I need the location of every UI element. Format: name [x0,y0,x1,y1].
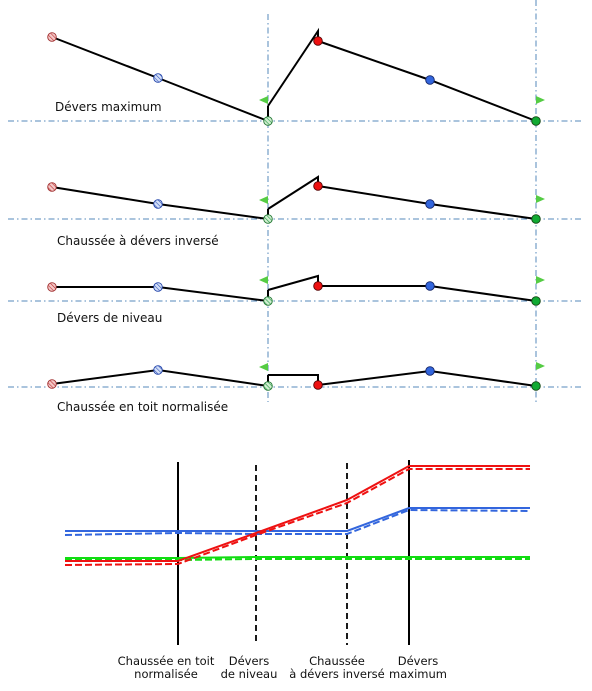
point-green-hatched [263,381,273,391]
flag-left [259,196,268,204]
series-blue-dashed [64,508,531,536]
series-red-dashed [64,468,530,566]
series-blue-solid [65,507,530,532]
flag-right [536,96,545,104]
flag-right [536,195,545,203]
point-blue [425,281,435,291]
point-green [531,381,541,391]
point-green [531,214,541,224]
profile-chaussee-toit-normalisee: Chaussée en toit normalisée [47,362,545,414]
breakpoint-label-line1: Chaussée [309,654,365,668]
breakpoint-label-line1: Chaussée en toit [118,654,215,668]
point-red-hatched [47,182,57,192]
point-red-hatched [47,32,57,42]
point-red [313,380,323,390]
point-green-hatched [263,296,273,306]
point-red [313,36,323,46]
point-blue-hatched [153,282,163,292]
breakpoint-label-line2: de niveau [221,667,278,681]
breakpoint-label-line2: normalisée [134,667,198,681]
point-blue [425,75,435,85]
profile-devers-niveau: Dévers de niveau [47,274,545,325]
flag-left [259,363,268,371]
point-blue [425,366,435,376]
series-green-dashed [65,558,530,561]
point-green [531,116,541,126]
point-green [531,296,541,306]
breakpoint-label-line1: Dévers [398,654,439,668]
point-red-hatched [47,282,57,292]
profile-label: Dévers de niveau [57,311,162,325]
profile-devers-maximum: Dévers maximum [47,27,545,126]
profile-line [267,27,537,122]
point-blue [425,199,435,209]
flag-right [536,276,545,284]
point-green-hatched [263,214,273,224]
breakpoint-label-line2: à dévers inversé [289,667,385,681]
point-blue-hatched [153,199,163,209]
point-blue-hatched [153,365,163,375]
series-green-solid [65,556,530,559]
profile-label: Dévers maximum [55,100,162,114]
point-red-hatched [47,379,57,389]
point-green-hatched [263,116,273,126]
profile-chaussee-devers-inverse: Chaussée à dévers inversé [47,175,545,248]
flag-left [259,96,268,104]
profile-line [267,274,537,302]
profile-line [268,369,537,387]
breakpoint-label-line2: maximum [389,667,447,681]
point-blue-hatched [153,73,163,83]
flag-right [536,362,545,370]
profile-label: Chaussée en toit normalisée [57,400,228,414]
series-red-solid [65,465,530,562]
transition-chart: Chaussée en toit normalisée Dévers de ni… [64,460,531,681]
flag-left [259,276,268,284]
profile-line [267,175,537,220]
profile-label: Chaussée à dévers inversé [57,234,219,248]
breakpoint-label-line1: Dévers [229,654,270,668]
point-red [313,281,323,291]
point-red [313,181,323,191]
